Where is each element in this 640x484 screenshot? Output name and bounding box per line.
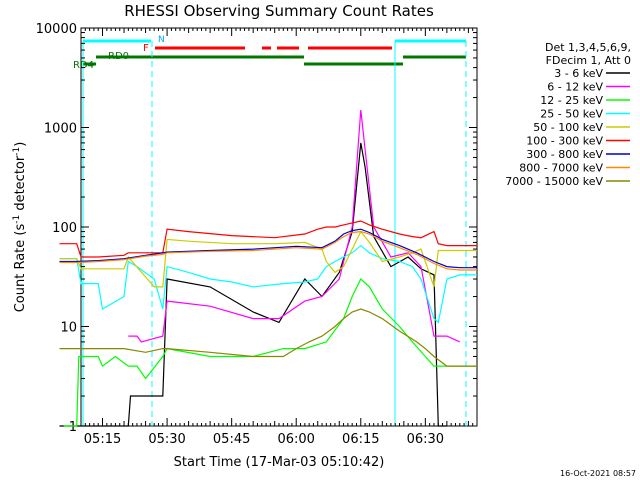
legend-label-6: 100 - 300 keV xyxy=(526,135,603,148)
series-line-8 xyxy=(59,230,477,271)
legend-header-line-2: FDecim 1, Att 0 xyxy=(546,54,631,67)
y-tick-label: 1000 xyxy=(44,122,77,137)
chart-title: RHESSI Observing Summary Count Rates xyxy=(124,2,434,20)
fill-label: F xyxy=(143,43,149,54)
x-tick-label: 06:30 xyxy=(407,432,444,447)
status-bars: N F RD0 RD4 xyxy=(73,35,467,426)
y-tick-label: 100 xyxy=(52,221,77,236)
legend-label-3: 12 - 25 keV xyxy=(540,94,603,107)
legend: Det 1,3,4,5,6,9, FDecim 1, Att 0 3 - 6 k… xyxy=(505,41,631,188)
legend-label-1: 3 - 6 keV xyxy=(554,67,603,80)
y-tick-label: 10 xyxy=(60,321,77,336)
series-line-2 xyxy=(128,109,461,343)
series-line-5 xyxy=(59,230,477,288)
legend-label-2: 6 - 12 keV xyxy=(547,81,603,94)
series-line-1 xyxy=(59,142,447,427)
y-axis: 1 10 100 1000 10000 xyxy=(36,22,477,435)
series-line-7 xyxy=(59,228,477,269)
att-label: N xyxy=(158,35,165,45)
y-tick-label: 1 xyxy=(69,420,77,435)
x-axis: 05:15 05:30 05:45 06:00 06:15 06:30 xyxy=(80,28,478,447)
legend-header-line-1: Det 1,3,4,5,6,9, xyxy=(545,41,631,54)
legend-label-9: 7000 - 15000 keV xyxy=(505,175,603,188)
series-line-6 xyxy=(59,220,477,258)
timestamp: 16-Oct-2021 08:57 xyxy=(560,469,636,478)
rd4-label: RD4 xyxy=(73,60,94,71)
y-tick-label: 10000 xyxy=(36,22,77,37)
x-tick-label: 05:45 xyxy=(213,432,250,447)
y-axis-label: Count Rate (s-1 detector-1) xyxy=(12,142,28,313)
series-line-3 xyxy=(63,278,477,427)
series-group xyxy=(59,109,477,427)
x-tick-label: 06:15 xyxy=(342,432,379,447)
x-axis-label: Start Time (17-Mar-03 05:10:42) xyxy=(174,455,385,470)
x-tick-label: 05:15 xyxy=(84,432,121,447)
series-line-4 xyxy=(59,244,477,324)
series-line-9 xyxy=(59,308,477,367)
legend-label-8: 800 - 7000 keV xyxy=(519,162,603,175)
legend-label-7: 300 - 800 keV xyxy=(526,148,603,161)
x-tick-label: 05:30 xyxy=(148,432,185,447)
legend-label-4: 25 - 50 keV xyxy=(540,108,603,121)
x-tick-label: 06:00 xyxy=(277,432,314,447)
legend-label-5: 50 - 100 keV xyxy=(533,121,603,134)
rd0-label: RD0 xyxy=(108,51,129,62)
